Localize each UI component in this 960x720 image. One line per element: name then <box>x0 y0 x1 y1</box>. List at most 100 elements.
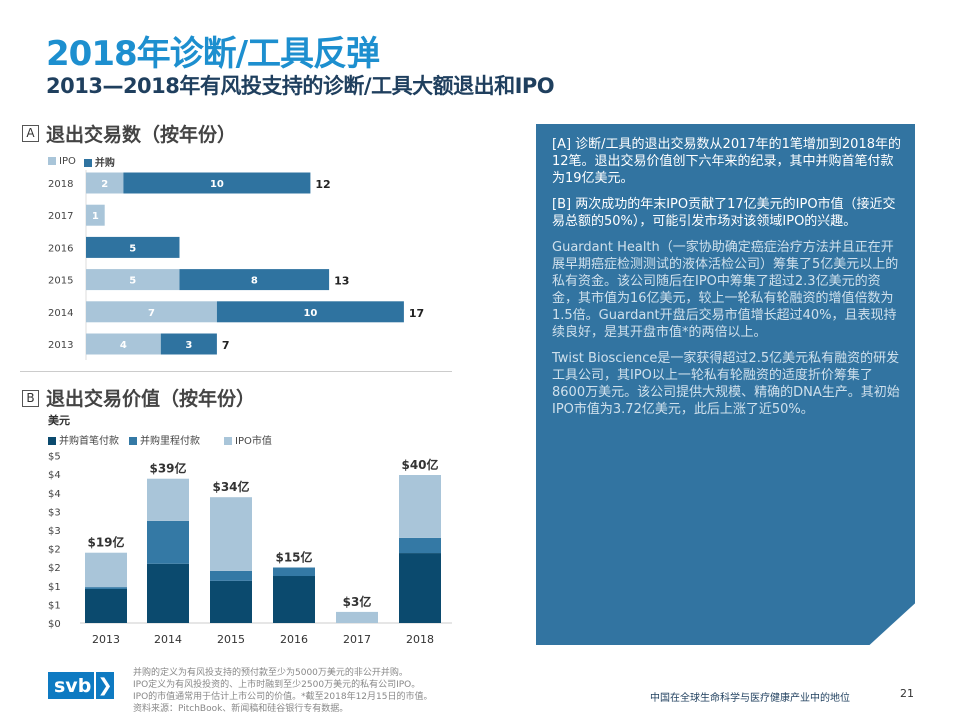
y-tick-label: $2 <box>48 563 61 574</box>
bar-segment <box>216 301 404 323</box>
section-b-tag: B <box>22 390 39 407</box>
category-label: 2014 <box>48 308 73 319</box>
bar-segment <box>86 236 180 258</box>
data-label: $3亿 <box>343 594 372 609</box>
page-number: 21 <box>900 687 914 700</box>
logo-text: svb <box>54 674 92 697</box>
bar-segment <box>86 269 180 291</box>
y-tick-label: $4 <box>48 470 61 481</box>
exit-count-chart: 2018 2 10 12 2017 1 2016 5 2015 5 8 13 2014 7 10 17 2013… <box>48 170 424 360</box>
bar-value-label: 10 <box>303 308 317 319</box>
bar-value-label: 10 <box>210 179 224 190</box>
y-tick-label: $1 <box>48 600 61 611</box>
y-tick-label: $2 <box>48 545 61 556</box>
bar-segment <box>147 520 189 564</box>
legend-label: IPO市值 <box>235 436 272 447</box>
legend-label: 并购首笔付款 <box>59 436 119 447</box>
bar-value-label: 2 <box>101 179 108 190</box>
bar-segment <box>86 333 161 355</box>
bar-segment <box>336 611 378 623</box>
bar-segment <box>86 301 217 323</box>
y-tick-label: $5 <box>48 452 61 463</box>
total-label: 13 <box>334 275 349 288</box>
bar-value-label: 4 <box>120 340 127 351</box>
legend-swatch <box>129 437 137 445</box>
category-label: 2018 <box>48 179 73 190</box>
data-label: $19亿 <box>87 535 124 550</box>
y-tick-label: $1 <box>48 582 61 593</box>
bar-segment <box>147 563 189 623</box>
chart-a-legend: IPO 并购 <box>48 154 115 169</box>
legend-swatch <box>48 437 56 445</box>
bar-segment <box>399 475 441 538</box>
category-label: 2015 <box>48 276 73 287</box>
section-a-title: 退出交易数（按年份） <box>46 124 237 146</box>
bar-segment <box>85 552 127 588</box>
bar-value-label: 5 <box>129 243 136 254</box>
bar-segment <box>273 576 315 623</box>
footnote-line: 并购的定义为有风投支持的预付款至少为5000万美元的非公开并购。 <box>133 668 408 678</box>
page-subtitle: 2013—2018年有风投支持的诊断/工具大额退出和IPO <box>46 74 555 98</box>
chevron-right-icon: ❯ <box>94 672 114 699</box>
divider <box>20 371 452 372</box>
bar-value-label: 3 <box>185 340 192 351</box>
bar-segment <box>399 553 441 623</box>
data-label: $15亿 <box>275 550 312 565</box>
bar-segment <box>86 204 105 226</box>
legend-item-ipo: IPO <box>48 156 76 167</box>
commentary-box: [A] 诊断/工具的退出交易数从2017年的1笔增加到2018年的12笔。退出交… <box>536 124 915 645</box>
chart-b-legend: 并购首笔付款 并购里程付款 IPO市值 <box>48 432 272 447</box>
legend-swatch <box>83 159 92 167</box>
bar-segment <box>85 587 127 589</box>
bar-segment <box>147 478 189 521</box>
legend-item-ma: 并购 <box>83 154 115 169</box>
bar-segment <box>210 570 252 581</box>
x-tick-label: 2013 <box>92 633 120 646</box>
bar-segment <box>86 172 124 194</box>
data-label: $40亿 <box>401 457 438 472</box>
svb-logo: svb ❯ <box>48 672 114 699</box>
legend-swatch <box>224 437 232 445</box>
commentary-b: [B] 两次成功的年末IPO贡献了17亿美元的IPO市值（接近交易总额的50%）… <box>552 197 896 229</box>
total-label: 17 <box>409 307 424 320</box>
commentary-guardant: Guardant Health（一家协助确定癌症治疗方法并且正在开展早期癌症检测… <box>552 240 899 340</box>
legend-item-ma-milestone: 并购里程付款 <box>129 432 200 447</box>
bar-value-label: 5 <box>129 276 136 287</box>
legend-swatch <box>48 157 56 165</box>
bar-segment <box>273 567 315 577</box>
x-tick-label: 2015 <box>217 633 245 646</box>
footnote-line: IPO定义为有风投投资的、上市时融到至少2500万美元的私有公司IPO。 <box>133 680 421 690</box>
y-tick-label: $3 <box>48 507 61 518</box>
legend-label: IPO <box>59 156 76 167</box>
bar-segment <box>123 172 311 194</box>
bar-segment <box>160 333 217 355</box>
x-tick-label: 2018 <box>406 633 434 646</box>
category-label: 2016 <box>48 243 73 254</box>
legend-label: 并购里程付款 <box>140 436 200 447</box>
category-label: 2013 <box>48 340 73 351</box>
bar-segment <box>210 580 252 623</box>
bar-segment <box>399 537 441 554</box>
bar-segment <box>85 588 127 623</box>
x-tick-label: 2017 <box>343 633 371 646</box>
y-tick-label: $4 <box>48 489 61 500</box>
y-tick-label: $0 <box>48 619 61 630</box>
bar-value-label: 1 <box>92 211 99 222</box>
total-label: 12 <box>315 178 330 191</box>
commentary-a: [A] 诊断/工具的退出交易数从2017年的1笔增加到2018年的12笔。退出交… <box>552 137 901 186</box>
page-title: 2018年诊断/工具反弹 <box>46 34 380 74</box>
bar-segment <box>179 269 330 291</box>
data-label: $34亿 <box>212 479 249 494</box>
bar-segment <box>210 497 252 571</box>
x-tick-label: 2014 <box>154 633 182 646</box>
exit-value-chart: $0 $1 $1 $2 $2 $3 $3 $4 $4 $5 $19亿 2013 $39亿 2014 $34亿… <box>48 452 452 646</box>
report-title: 中国在全球生命科学与医疗健康产业中的地位 <box>650 693 850 704</box>
y-axis-unit: 美元 <box>48 414 70 427</box>
data-label: $39亿 <box>149 461 186 476</box>
y-tick-label: $3 <box>48 526 61 537</box>
footnotes: 并购的定义为有风投支持的预付款至少为5000万美元的非公开并购。 IPO定义为有… <box>133 667 432 715</box>
bar-value-label: 7 <box>148 308 155 319</box>
x-tick-label: 2016 <box>280 633 308 646</box>
bar-value-label: 8 <box>251 276 258 287</box>
legend-item-ma-first: 并购首笔付款 <box>48 432 119 447</box>
